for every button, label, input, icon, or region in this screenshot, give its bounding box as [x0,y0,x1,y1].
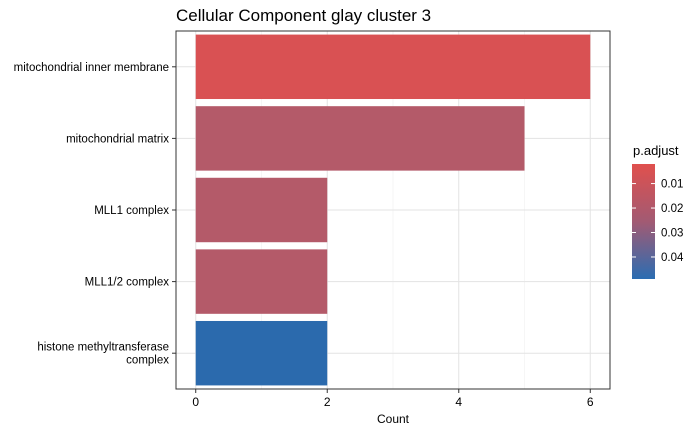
bar [195,106,525,171]
legend-tick-label: 0.01 [661,179,683,191]
y-tick-label: histone methyltransferase [37,342,169,354]
x-tick-label: 2 [324,395,331,409]
legend-tick-label: 0.02 [661,203,683,215]
legend: p.adjust 0.01 0.02 0.03 0.04 [632,143,684,279]
x-axis: 0 2 4 6 [192,389,594,409]
x-tick-label: 0 [192,395,199,409]
y-tick-label: complex [126,355,169,367]
legend-ticks: 0.01 0.02 0.03 0.04 [632,179,684,264]
x-tick-label: 4 [455,395,462,409]
legend-tick-label: 0.03 [661,228,683,240]
y-tick-label: MLL1/2 complex [85,277,170,289]
bar [195,177,328,243]
bar [195,249,328,314]
y-axis: mitochondrial inner membrane mitochondria… [14,62,176,367]
bars [195,34,591,386]
bar [195,34,591,100]
y-tick-label: mitochondrial inner membrane [14,62,169,74]
x-tick-label: 6 [587,395,594,409]
x-axis-label: Count [377,412,410,426]
legend-colorbar [632,164,655,279]
legend-tick-label: 0.04 [661,252,684,264]
y-tick-label: MLL1 complex [94,205,169,217]
legend-title: p.adjust [633,143,679,158]
chart-title: Cellular Component glay cluster 3 [176,6,431,25]
y-tick-label: mitochondrial matrix [66,133,169,145]
bar [195,320,328,386]
